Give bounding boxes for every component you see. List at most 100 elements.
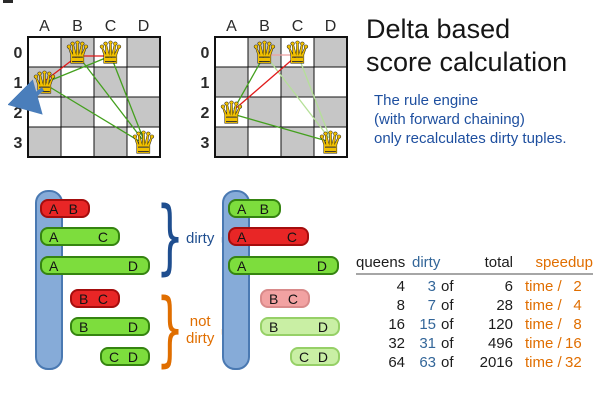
tuple-letter: B [269,290,279,307]
queen-column-bar [222,190,250,370]
tuple-letter: D [127,348,138,365]
tuple-bar-cd: C D [100,347,150,366]
tuple-letter: D [317,318,328,335]
row-label: 1 [14,75,23,92]
cell-speedup: time / 2 [513,277,593,296]
tuple-bar-ac: A C [228,227,309,246]
cell-of: of [441,278,454,295]
tuple-diagram-before: A B A C A D B C B D C D [35,190,205,376]
speedup-value: 32 [565,354,582,371]
tuple-bar-ac: A C [40,227,120,246]
col-label: A [226,18,237,35]
header-total: total [484,254,513,271]
header-dirty: dirty [412,254,441,271]
row-label: 1 [201,75,210,92]
cell-of: of [441,335,454,352]
header-queens: queens [356,254,406,271]
col-label: C [105,18,117,35]
speedup-table: queens dirty total speedup 4 3 of 6 time… [356,253,593,372]
row-label: 0 [14,45,23,62]
table-row: 16 15 of 120 time / 8 [356,315,593,334]
table-row: 4 3 of 6 time / 2 [356,277,593,296]
tuple-letter: C [109,348,120,365]
tuple-letter: B [259,200,269,217]
tuple-letter: A [49,257,59,274]
cell-queens: 64 [388,354,405,371]
tuple-bar-ad: A D [40,256,150,275]
subtitle: The rule engine (with forward chaining) … [374,91,567,148]
tuple-bar-bc: B C [70,289,120,308]
queen-icon: ♛ [130,126,157,161]
queens: ♛ ♛ ♛ ♛ [218,36,345,162]
chessboard-before: A B C D 0 1 2 3 ♛ ♛ ♛ ♛ [8,18,161,162]
tuple-letter: C [286,228,297,245]
table-row: 32 31 of 496 time / 16 [356,334,593,353]
queen-icon: ♛ [97,36,124,71]
title-line-2: score calculation [366,47,568,77]
speedup-prefix: time / [525,297,562,314]
queen-icon: ♛ [218,96,245,131]
cell-total: 28 [496,297,513,314]
tuple-letter: C [97,290,108,307]
cell-queens: 8 [396,297,405,314]
tuple-letter: A [237,228,247,245]
tuple-letter: D [316,257,327,274]
queen-column-bar [35,190,63,370]
tuple-bar-cd: C D [290,347,340,366]
tuple-bar-ab: A B [40,199,90,218]
row-label: 3 [14,135,23,152]
crop-artifact [3,0,13,3]
cell-total: 496 [487,335,513,352]
subtitle-line-2: (with forward chaining) [374,111,525,128]
cell-total: 6 [504,278,513,295]
cell-total: 120 [487,316,513,333]
col-label: D [138,18,150,35]
cell-speedup: time / 8 [513,315,593,334]
tuple-letter: D [317,348,328,365]
cell-dirty: 31 [419,335,436,352]
cell-speedup: time / 32 [513,353,593,372]
tuple-letter: C [287,290,298,307]
not-dirty-line-2: dirty [186,330,215,347]
column-labels: A B C D [226,18,336,35]
chessboard-after: A B C D 0 1 2 3 ♛ ♛ ♛ ♛ [201,18,348,162]
cell-queens: 32 [388,335,405,352]
column-labels: A B C D [39,18,149,35]
tuple-letter: B [68,200,78,217]
row-label: 2 [14,105,23,122]
speedup-prefix: time / [525,335,562,352]
subtitle-line-3: only recalculates dirty tuples. [374,130,567,147]
cell-dirty: 3 [427,278,436,295]
cell-of: of [441,297,454,314]
cell-queens: 16 [388,316,405,333]
brace-right-icon: } [156,189,184,285]
pair-lines [45,54,144,142]
title-line-1: Delta based [366,14,511,44]
tuple-letter: D [127,318,138,335]
cell-of: of [441,354,454,371]
cell-dirty: 63 [419,354,436,371]
board-cells [214,36,348,158]
tuple-letter: D [127,257,138,274]
header-speedup: speedup [535,254,593,271]
pair-lines [233,53,331,142]
tuple-letter: B [269,318,279,335]
dirty-label: dirty [186,229,215,247]
tuple-bar-ad: A D [228,256,339,275]
speedup-value: 16 [565,335,582,352]
move-arrow-icon [8,79,45,115]
queen-icon: ♛ [64,36,91,71]
cell-queens: 4 [396,278,405,295]
tuple-letter: B [79,290,89,307]
not-dirty-label: not dirty [186,313,214,347]
speedup-value: 2 [573,278,582,295]
tuple-bar-ab: A B [228,199,281,218]
speedup-prefix: time / [525,354,562,371]
table-header-row: queens dirty total speedup [356,253,593,275]
queen-icon: ♛ [317,126,344,161]
row-label: 2 [201,105,210,122]
cell-of: of [441,316,454,333]
speedup-prefix: time / [525,278,562,295]
col-label: B [72,18,83,35]
row-labels: 0 1 2 3 [201,45,210,152]
